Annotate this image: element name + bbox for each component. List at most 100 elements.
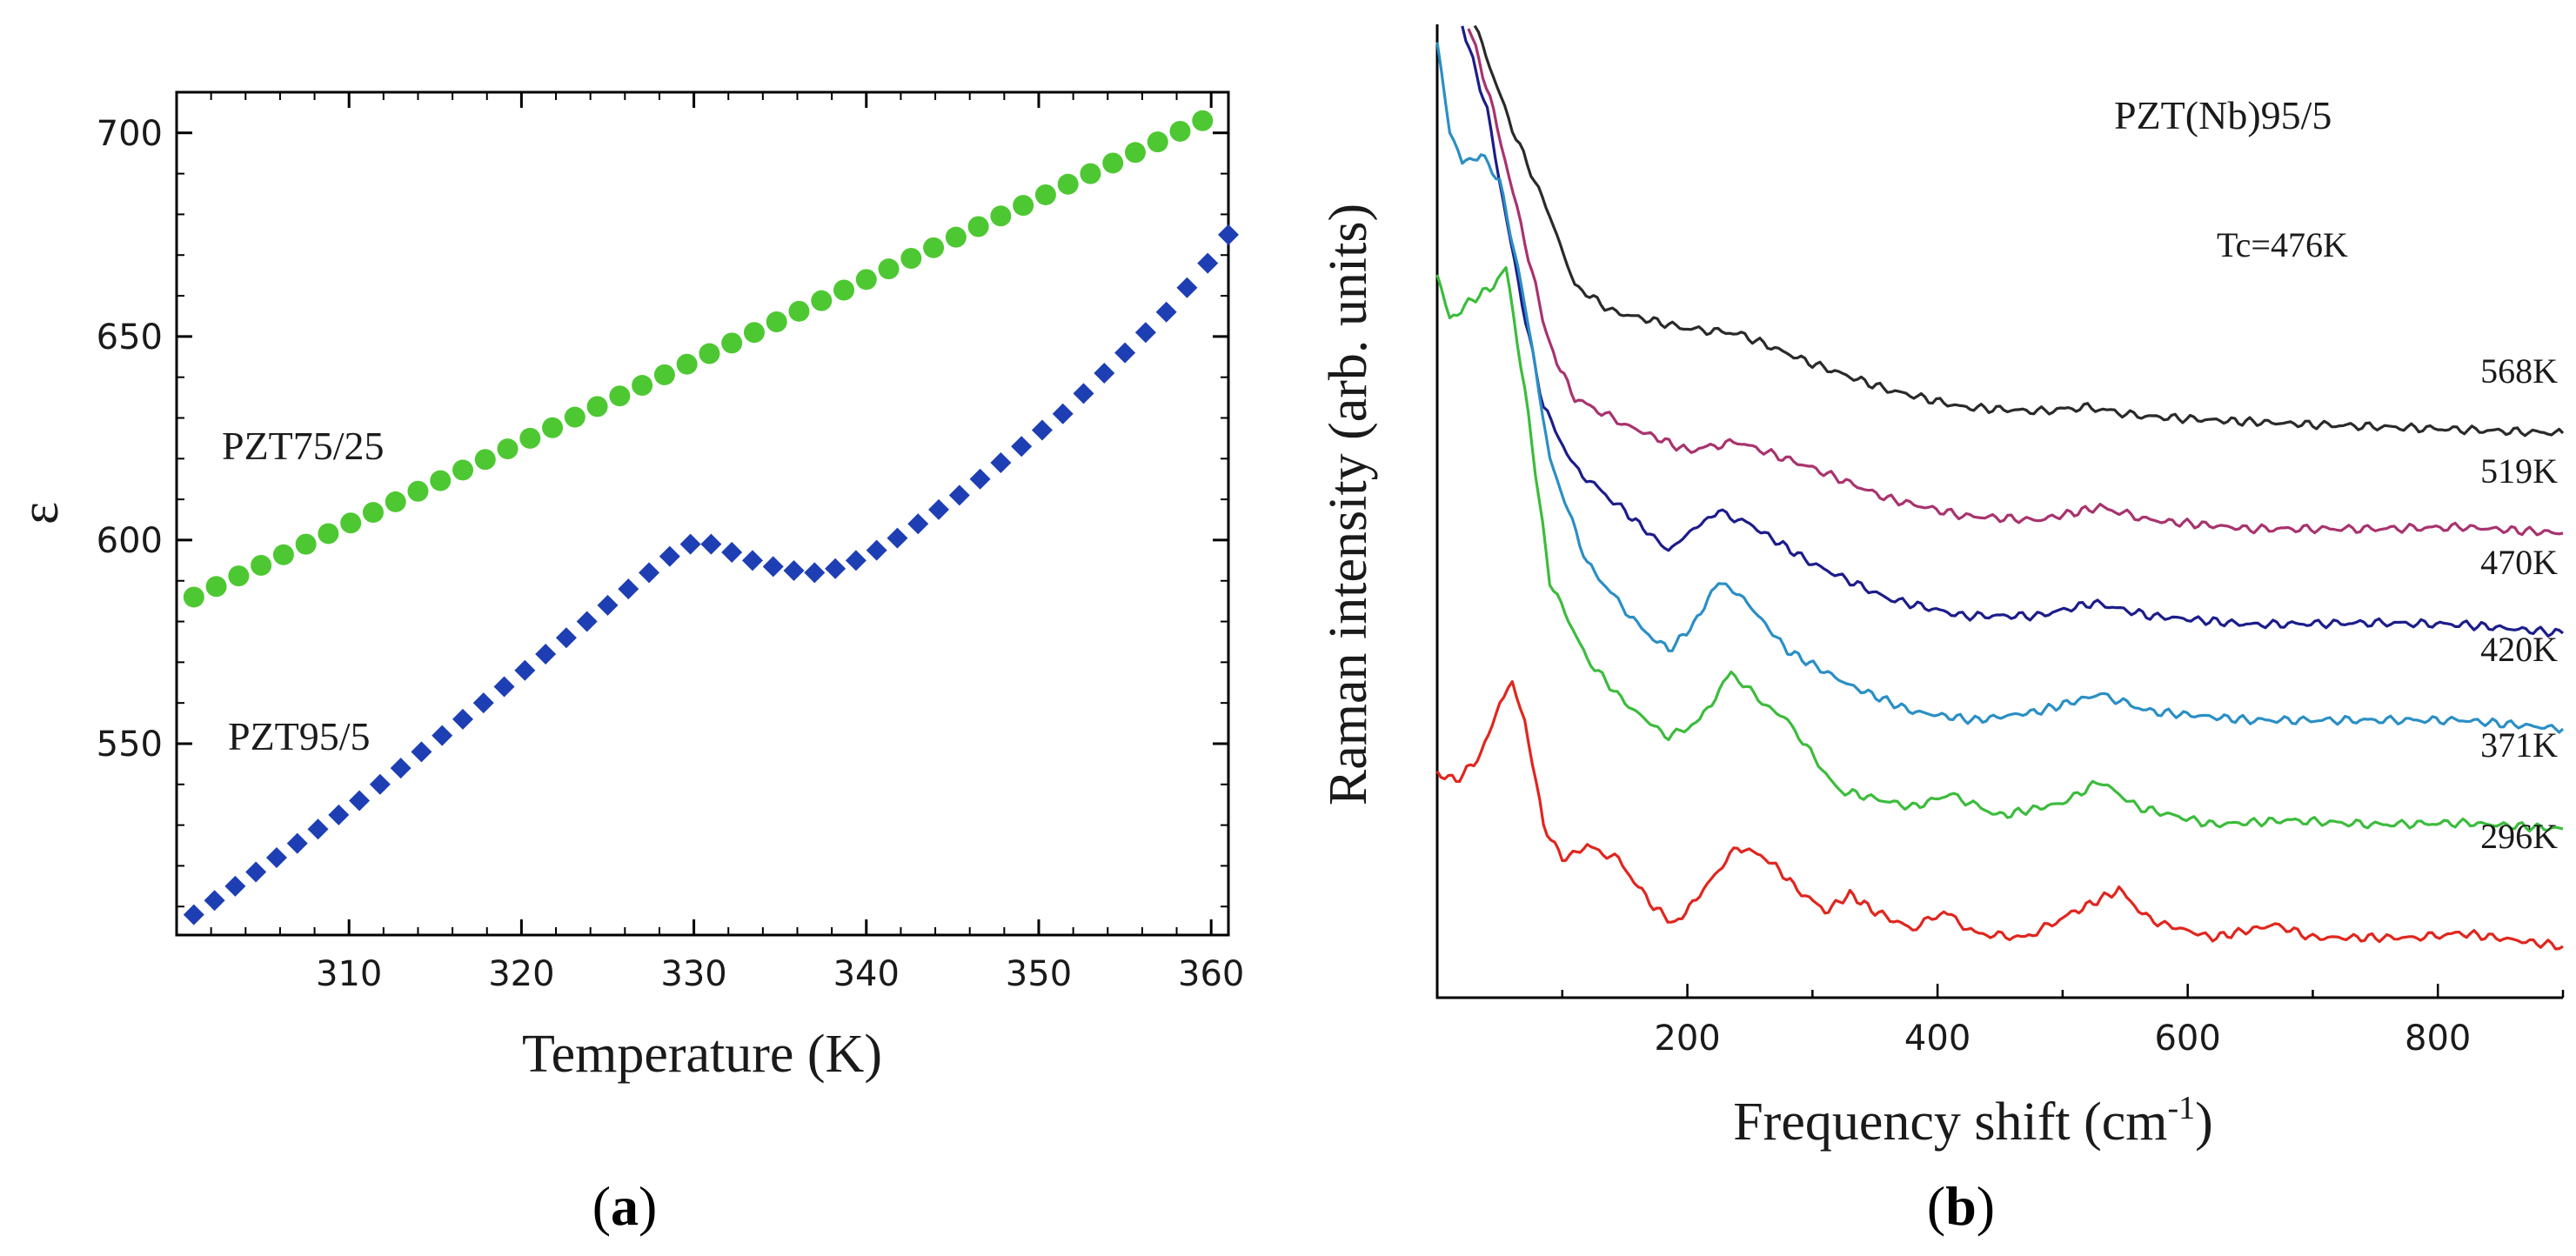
b-x-tick-label: 200 [1654, 1019, 1720, 1059]
b-spectrum-296K [1435, 679, 2564, 951]
b-series-label-296K: 296K [2480, 817, 2558, 856]
a-point-pzt95-5 [762, 556, 784, 578]
panel-b-chart: 200 400 600 800 568K 519K 470K 420K 371K 296K PZ… [1319, 24, 2565, 1237]
a-point-pzt95-5 [183, 904, 204, 925]
panel-a-label-letter: a [611, 1175, 639, 1237]
a-x-tick-label: 320 [488, 954, 554, 994]
a-y-tick-label: 550 [97, 725, 163, 765]
a-point-pzt75-25 [788, 300, 810, 322]
a-point-pzt75-25 [452, 459, 474, 481]
a-point-pzt95-5 [1114, 342, 1136, 364]
panel-a-label: (a) [592, 1175, 658, 1237]
panel-a-ticks: 310 320 330 340 350 360 550 600 650 700 [97, 91, 1244, 994]
a-point-pzt75-25 [1169, 120, 1191, 142]
a-point-pzt75-25 [833, 279, 855, 301]
a-point-pzt75-25 [272, 544, 294, 565]
a-point-pzt95-5 [597, 594, 619, 616]
a-point-pzt95-5 [866, 539, 887, 561]
a-point-pzt75-25 [542, 417, 564, 438]
a-point-pzt95-5 [783, 560, 805, 582]
a-point-pzt95-5 [472, 692, 494, 714]
b-x-tick-label: 400 [1904, 1019, 1970, 1059]
a-point-pzt75-25 [340, 512, 362, 534]
panel-b-label-letter: b [1945, 1175, 1977, 1237]
a-point-pzt95-5 [390, 758, 411, 779]
a-point-pzt75-25 [318, 523, 339, 544]
a-point-pzt95-5 [1155, 301, 1177, 323]
a-point-pzt75-25 [1034, 184, 1056, 205]
panel-a-series [183, 110, 1239, 925]
a-point-pzt95-5 [659, 545, 680, 567]
b-series-label-371K: 371K [2480, 725, 2558, 765]
a-x-tick-label: 310 [316, 954, 382, 994]
a-point-pzt95-5 [535, 644, 557, 665]
panel-b-x-axis-title-close: ) [2195, 1092, 2213, 1152]
a-point-pzt95-5 [639, 562, 660, 584]
panel-a-plot-frame [175, 90, 1230, 937]
a-point-pzt75-25 [878, 258, 900, 280]
a-point-pzt75-25 [967, 216, 989, 237]
a-point-pzt95-5 [369, 773, 391, 795]
a-point-pzt75-25 [743, 322, 765, 344]
a-point-pzt75-25 [183, 586, 204, 608]
panel-b-ticks: 200 400 600 800 [1561, 984, 2565, 1059]
a-point-pzt95-5 [804, 562, 826, 584]
a-point-pzt75-25 [519, 427, 541, 449]
a-point-pzt95-5 [286, 832, 308, 854]
a-point-pzt95-5 [948, 484, 970, 506]
a-point-pzt75-25 [855, 269, 877, 291]
a-point-pzt95-5 [618, 578, 639, 600]
a-point-pzt95-5 [576, 611, 598, 632]
b-spectrum-470K [1461, 25, 2564, 638]
a-point-pzt95-5 [928, 498, 950, 520]
a-point-pzt75-25 [385, 491, 406, 512]
a-point-pzt75-25 [900, 247, 922, 269]
b-spectrum-519K [1467, 28, 2564, 537]
panel-b-annotation-sample: PZT(Nb)95/5 [2114, 93, 2332, 137]
b-series-label-519K: 519K [2480, 451, 2558, 491]
a-point-pzt95-5 [969, 468, 991, 490]
a-point-pzt75-25 [251, 554, 272, 576]
panel-b-series [1435, 24, 2565, 951]
a-x-tick-label: 350 [1006, 954, 1072, 994]
panel-b-annotation-tc: Tc=476K [2217, 225, 2348, 264]
a-x-tick-label: 330 [660, 954, 726, 994]
b-x-tick-label: 600 [2154, 1019, 2220, 1059]
panel-b-x-axis-title-main: Frequency shift (cm [1733, 1092, 2167, 1152]
panel-b-y-axis-title: Raman intensity (arb. units) [1319, 204, 1378, 805]
a-point-pzt95-5 [1011, 436, 1033, 458]
panel-a-annotation-pzt75-25: PZT75/25 [222, 424, 385, 468]
a-point-pzt95-5 [721, 541, 743, 563]
a-point-pzt75-25 [1192, 110, 1214, 131]
a-point-pzt95-5 [1052, 403, 1074, 424]
a-point-pzt95-5 [328, 804, 350, 825]
a-point-pzt95-5 [907, 513, 929, 535]
a-y-tick-label: 650 [97, 317, 163, 357]
a-point-pzt75-25 [699, 343, 720, 364]
a-point-pzt75-25 [676, 353, 698, 375]
a-point-pzt95-5 [224, 875, 246, 897]
a-point-pzt75-25 [295, 533, 317, 555]
a-point-pzt95-5 [825, 558, 846, 579]
a-point-pzt95-5 [679, 533, 701, 555]
a-point-pzt95-5 [411, 741, 432, 763]
a-point-pzt95-5 [265, 847, 287, 869]
b-spectrum-371K [1435, 266, 2564, 833]
panel-a-y-axis-title: ε [10, 502, 70, 524]
a-point-pzt75-25 [632, 375, 653, 397]
panel-b-x-axis-title: Frequency shift (cm-1) [1733, 1090, 2213, 1152]
a-point-pzt75-25 [228, 565, 250, 587]
a-point-pzt95-5 [700, 533, 722, 555]
a-point-pzt75-25 [721, 332, 743, 354]
a-point-pzt95-5 [432, 725, 453, 746]
a-point-pzt95-5 [990, 451, 1012, 473]
a-point-pzt95-5 [1197, 252, 1219, 274]
a-point-pzt95-5 [493, 676, 515, 698]
a-point-pzt75-25 [586, 396, 608, 418]
panel-b-label: (b) [1927, 1175, 1995, 1237]
a-point-pzt75-25 [497, 438, 519, 460]
a-point-pzt75-25 [1080, 163, 1101, 184]
a-x-tick-label: 360 [1178, 954, 1244, 994]
a-point-pzt95-5 [514, 659, 536, 681]
a-point-pzt95-5 [1176, 277, 1198, 298]
